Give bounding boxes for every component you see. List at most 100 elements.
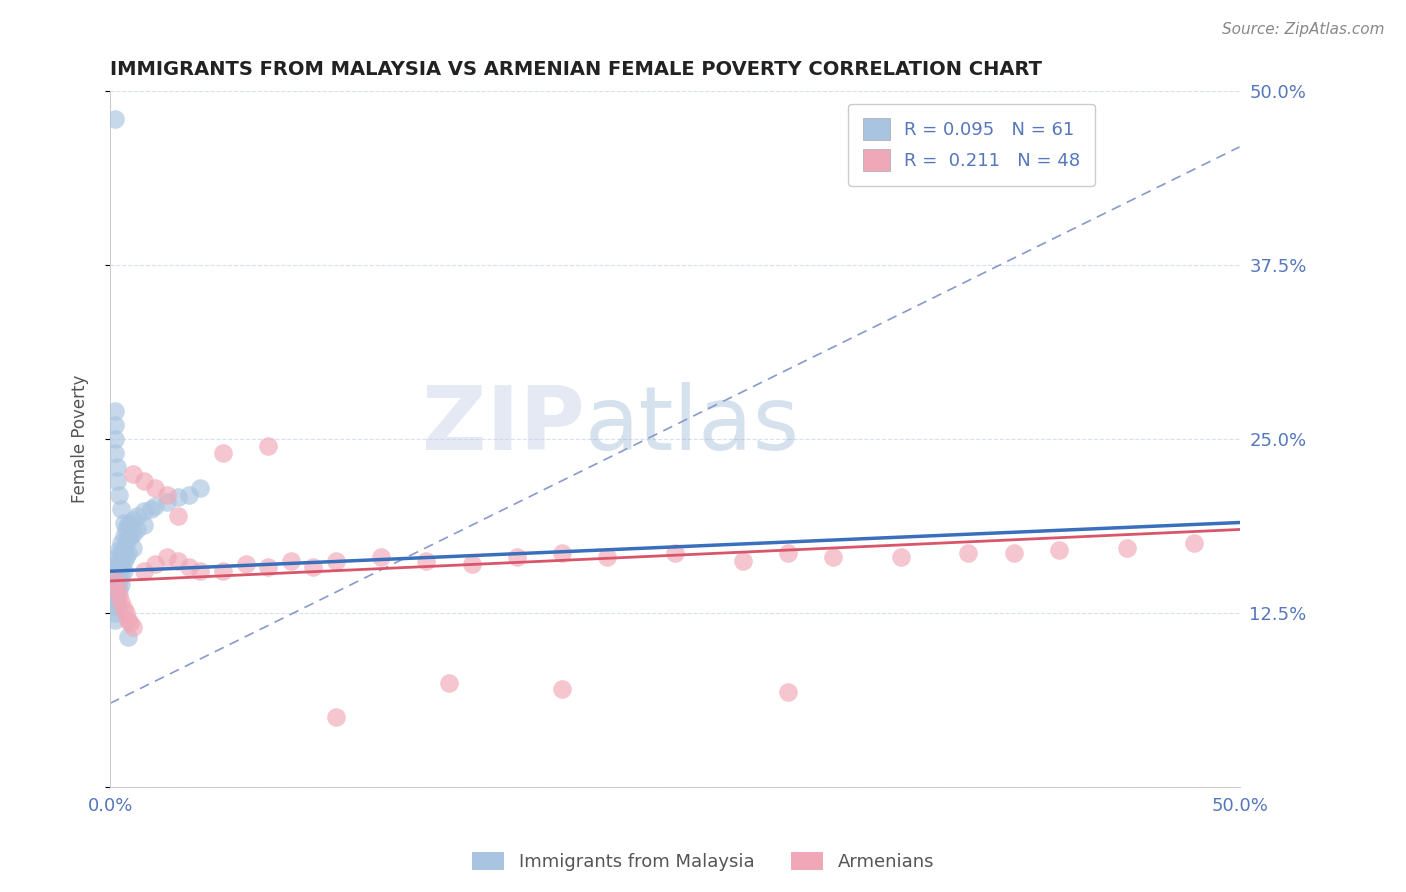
Point <box>104 446 127 460</box>
Point <box>108 574 131 588</box>
Point <box>104 592 127 607</box>
Y-axis label: Female Poverty: Female Poverty <box>72 375 89 503</box>
Point <box>108 554 131 568</box>
Point <box>190 481 212 495</box>
Point <box>105 564 128 578</box>
Point <box>132 504 155 518</box>
Point <box>257 439 280 453</box>
Point <box>115 550 138 565</box>
Point <box>108 564 131 578</box>
Point <box>110 558 132 572</box>
Point <box>110 576 132 591</box>
Point <box>105 581 128 595</box>
Point <box>104 606 127 620</box>
Point <box>105 574 128 588</box>
Point <box>104 585 127 599</box>
Point <box>105 595 128 609</box>
Point <box>121 513 143 527</box>
Point <box>117 613 139 627</box>
Point <box>108 588 131 602</box>
Point <box>120 615 142 630</box>
Point <box>127 523 149 537</box>
Point <box>155 550 177 565</box>
Point <box>104 578 127 592</box>
Point <box>104 564 127 578</box>
Point <box>166 508 188 523</box>
Point <box>112 543 135 558</box>
Point <box>108 488 131 502</box>
Point <box>104 112 127 127</box>
Point <box>112 516 135 530</box>
Point <box>257 560 280 574</box>
Point <box>370 550 392 565</box>
Point <box>551 546 574 560</box>
Point <box>132 518 155 533</box>
Point <box>120 529 142 543</box>
Point <box>957 546 980 560</box>
Point <box>505 550 527 565</box>
Point <box>121 541 143 555</box>
Point <box>121 620 143 634</box>
Point <box>437 675 460 690</box>
Point <box>132 474 155 488</box>
Point <box>105 558 128 572</box>
Text: Source: ZipAtlas.com: Source: ZipAtlas.com <box>1222 22 1385 37</box>
Point <box>105 459 128 474</box>
Legend: R = 0.095   N = 61, R =  0.211   N = 48: R = 0.095 N = 61, R = 0.211 N = 48 <box>848 103 1095 186</box>
Point <box>105 474 128 488</box>
Point <box>105 588 128 602</box>
Point <box>731 554 754 568</box>
Point <box>143 558 166 572</box>
Point <box>179 488 201 502</box>
Point <box>821 550 844 565</box>
Point <box>166 491 188 505</box>
Point <box>110 546 132 560</box>
Point <box>1047 543 1070 558</box>
Point <box>105 550 128 565</box>
Point <box>139 501 162 516</box>
Point <box>325 710 347 724</box>
Point <box>108 582 131 597</box>
Point <box>776 685 799 699</box>
Point <box>105 581 128 595</box>
Point <box>104 599 127 613</box>
Point <box>104 571 127 585</box>
Point <box>110 595 132 609</box>
Point <box>166 554 188 568</box>
Point <box>121 526 143 541</box>
Point <box>664 546 686 560</box>
Point <box>551 682 574 697</box>
Point <box>1182 536 1205 550</box>
Point <box>112 554 135 568</box>
Point <box>110 536 132 550</box>
Point <box>127 508 149 523</box>
Point <box>132 564 155 578</box>
Point <box>104 418 127 433</box>
Text: ZIP: ZIP <box>422 382 585 468</box>
Point <box>143 481 166 495</box>
Point <box>179 560 201 574</box>
Point <box>235 558 257 572</box>
Point <box>117 518 139 533</box>
Point <box>117 533 139 547</box>
Point <box>212 564 235 578</box>
Point <box>104 574 127 588</box>
Point <box>112 564 135 578</box>
Text: IMMIGRANTS FROM MALAYSIA VS ARMENIAN FEMALE POVERTY CORRELATION CHART: IMMIGRANTS FROM MALAYSIA VS ARMENIAN FEM… <box>110 60 1042 78</box>
Text: atlas: atlas <box>585 382 800 468</box>
Point <box>280 554 302 568</box>
Point <box>415 554 437 568</box>
Point <box>776 546 799 560</box>
Point <box>104 613 127 627</box>
Point <box>143 499 166 513</box>
Point <box>117 546 139 560</box>
Point <box>104 432 127 446</box>
Point <box>110 501 132 516</box>
Point <box>112 601 135 615</box>
Point <box>121 467 143 481</box>
Point <box>110 566 132 581</box>
Point <box>302 560 325 574</box>
Point <box>115 523 138 537</box>
Point <box>108 543 131 558</box>
Point <box>120 516 142 530</box>
